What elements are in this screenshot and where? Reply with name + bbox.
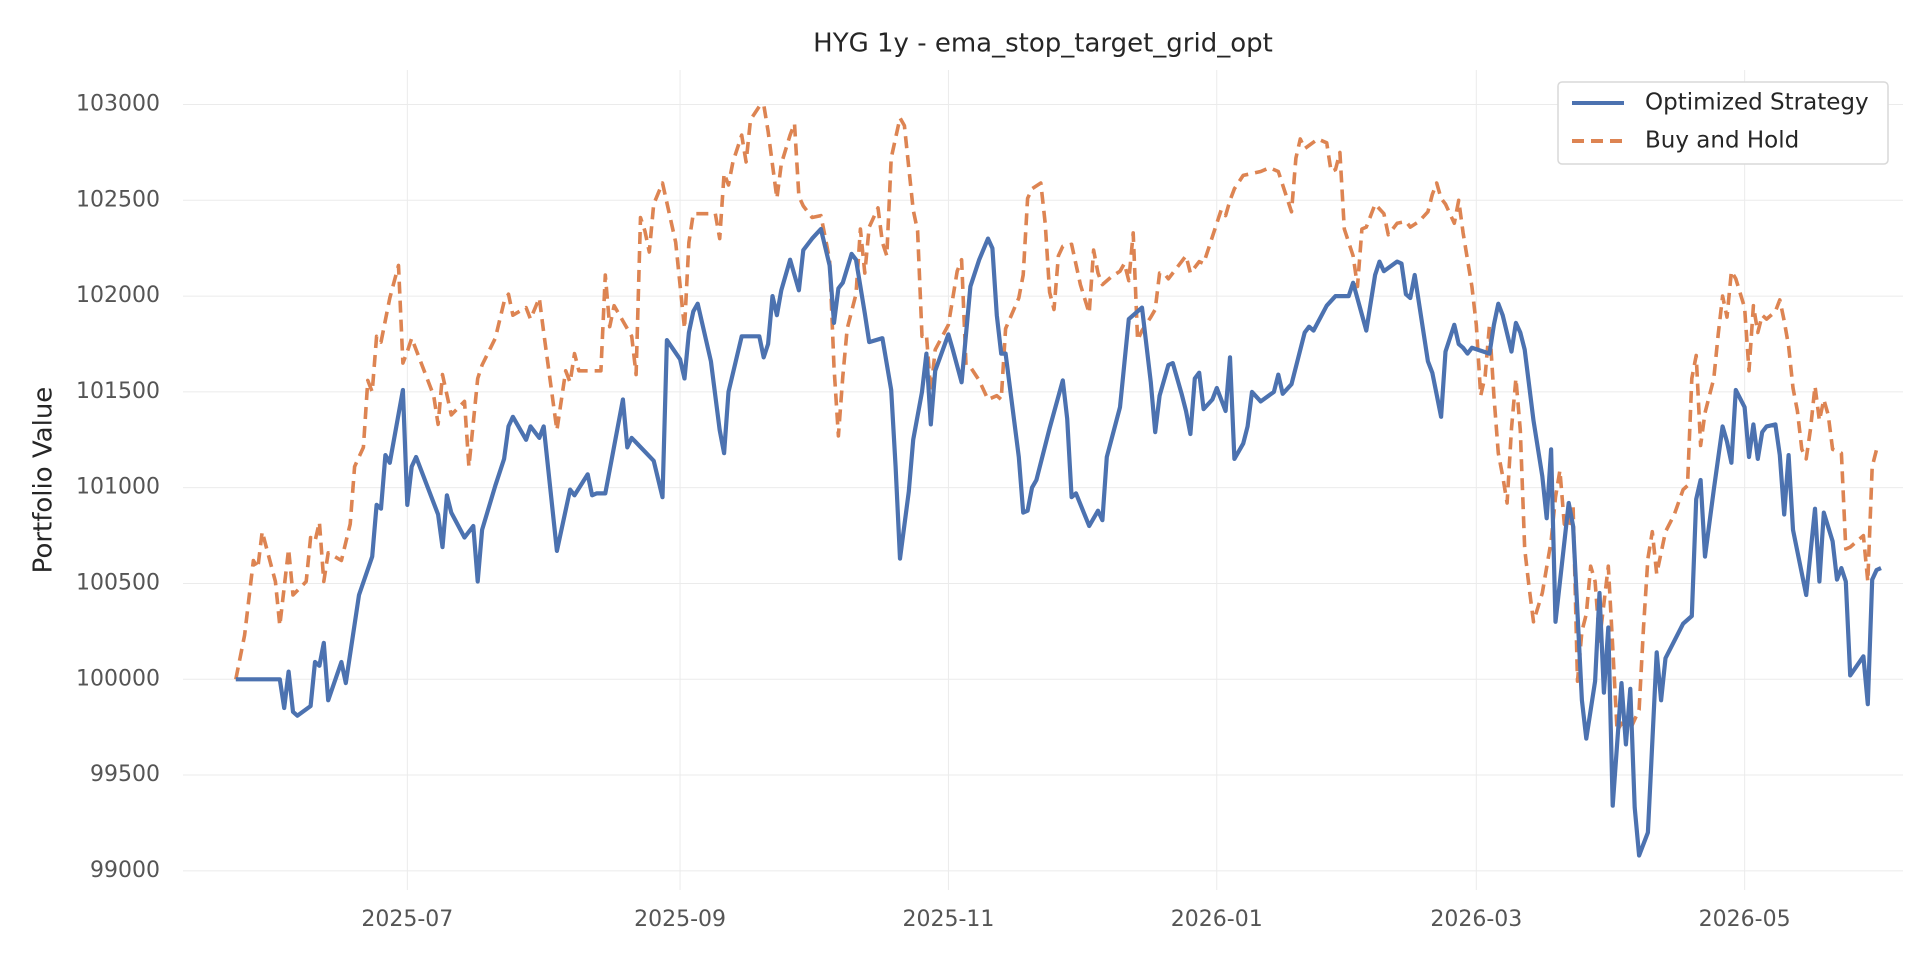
x-tick-label: 2025-09: [634, 907, 726, 932]
legend-box: [1557, 81, 1889, 165]
legend-label-buy-and-hold: Buy and Hold: [1645, 128, 1799, 154]
x-tick-label: 2026-01: [1171, 907, 1263, 932]
series-layer: [234, 102, 1882, 858]
y-tick-label: 103000: [76, 91, 160, 116]
y-tick-label: 101000: [76, 475, 160, 500]
series-line-optimized-strategy: [235, 226, 1882, 858]
x-tick-label: 2025-11: [902, 907, 994, 932]
x-tick-label: 2025-07: [361, 907, 453, 932]
legend-label-optimized-strategy: Optimized Strategy: [1645, 90, 1869, 116]
chart-title: HYG 1y - ema_stop_target_grid_opt: [813, 29, 1273, 59]
y-tick-label: 101500: [76, 379, 160, 404]
y-axis-label: Portfolio Value: [29, 387, 59, 574]
y-tick-label: 102000: [76, 283, 160, 308]
y-tick-label: 100000: [76, 666, 160, 691]
y-axis: 99000 99500 100000 100500 101000 101500 102000…: [76, 91, 160, 882]
x-axis: 2025-07 2025-09 2025-11 2026-01 2026-03 2026-…: [361, 907, 1790, 932]
y-tick-label: 99000: [90, 858, 160, 883]
y-tick-label: 100500: [76, 570, 160, 595]
x-tick-label: 2026-05: [1699, 907, 1791, 932]
legend: Optimized Strategy Buy and Hold: [1557, 81, 1889, 165]
y-tick-label: 99500: [90, 762, 160, 787]
y-tick-label: 102500: [76, 187, 160, 212]
series-line-buy-and-hold: [234, 102, 1882, 733]
x-tick-label: 2026-03: [1430, 907, 1522, 932]
